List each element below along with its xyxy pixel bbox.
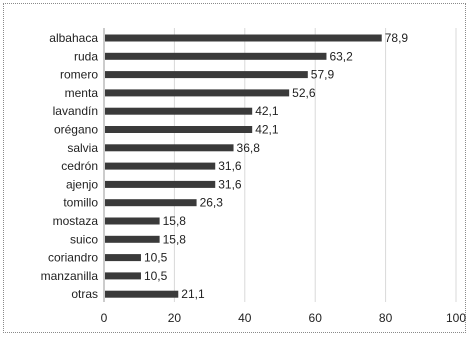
category-label-0: albahaca [49,31,98,45]
value-label-12: 10,5 [144,251,168,265]
bar-1 [105,52,327,60]
value-label-8: 31,6 [218,177,242,191]
value-label-0: 78,9 [385,31,409,45]
value-label-10: 15,8 [163,214,187,228]
value-label-2: 57,9 [311,68,335,82]
x-tick-label-80: 80 [379,311,393,325]
bars [105,34,382,298]
bar-2 [105,71,308,79]
value-label-6: 36,8 [237,141,261,155]
value-label-4: 42,1 [255,104,279,118]
category-label-13: manzanilla [41,269,99,283]
value-label-7: 31,6 [218,159,242,173]
bar-4 [105,107,253,115]
value-labels: 78,9 63,2 57,9 52,6 42,1 42,1 36,8 31,6 31,6 26,3… [144,31,408,301]
value-label-1: 63,2 [329,49,353,63]
category-label-12: coriandro [48,251,98,265]
value-label-14: 21,1 [181,287,205,301]
bar-6 [105,144,234,152]
value-label-13: 10,5 [144,269,168,283]
bar-7 [105,162,216,170]
bar-12 [105,254,141,262]
category-label-6: salvia [67,141,98,155]
value-label-11: 15,8 [163,232,187,246]
category-label-11: suico [70,232,98,246]
bar-11 [105,235,160,243]
category-label-3: menta [65,86,99,100]
bar-14 [105,290,179,298]
bar-3 [105,89,290,97]
bar-9 [105,199,197,207]
category-labels: albahaca ruda romero menta lavandín orégano sa… [41,31,99,301]
value-label-5: 42,1 [255,123,279,137]
category-label-9: tomillo [63,196,98,210]
category-label-4: lavandín [53,104,98,118]
category-label-7: cedrón [61,159,98,173]
category-label-10: mostaza [53,214,99,228]
category-label-14: otras [71,287,98,301]
x-tick-label-60: 60 [309,311,323,325]
value-label-3: 52,6 [292,86,316,100]
x-tick-label-20: 20 [168,311,182,325]
x-tick-label-100: 100 [446,311,466,325]
bar-8 [105,180,216,188]
category-label-5: orégano [54,123,98,137]
bar-5 [105,126,253,133]
bar-10 [105,217,160,225]
value-label-9: 26,3 [200,196,224,210]
bar-chart: albahaca ruda romero menta lavandín orégano sa… [41,28,467,325]
bar-0 [105,34,382,42]
chart-frame: albahaca ruda romero menta lavandín orégano sa… [3,3,466,333]
x-tick-label-40: 40 [238,311,252,325]
category-label-2: romero [60,68,98,82]
category-label-8: ajenjo [66,177,98,191]
category-label-1: ruda [74,49,98,63]
x-tick-label-0: 0 [101,311,108,325]
x-axis-ticks: 0 20 40 60 80 100 [101,311,467,325]
bar-13 [105,272,141,280]
